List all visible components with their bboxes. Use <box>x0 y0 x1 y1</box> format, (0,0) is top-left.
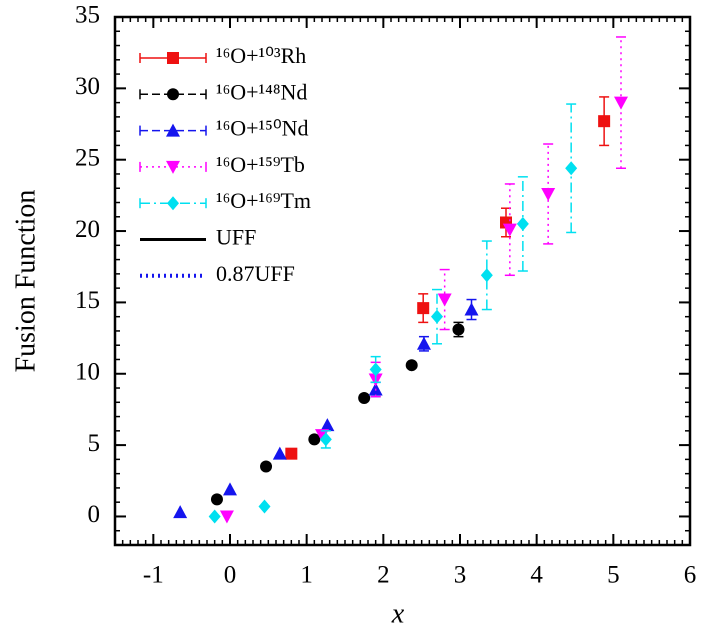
error-bar <box>616 36 626 170</box>
x-tick-label: 1 <box>300 562 313 589</box>
marker <box>431 309 443 324</box>
plot-frame <box>113 15 692 547</box>
legend-entry: ¹⁶O+¹⁰³Rh <box>139 43 306 68</box>
marker <box>541 187 556 201</box>
marker <box>173 505 188 519</box>
marker <box>223 482 237 496</box>
error-bar <box>504 183 515 277</box>
marker <box>358 392 371 405</box>
marker <box>167 196 179 211</box>
legend-label: 0.87UFF <box>216 261 295 286</box>
legend-label: ¹⁶O+¹⁴⁸Nd <box>216 79 307 104</box>
x-tick-label: 5 <box>607 562 620 589</box>
marker <box>258 499 271 514</box>
x-tick-label: 2 <box>377 562 390 589</box>
x-axis-label: x <box>391 598 405 629</box>
legend-entry: 0.87UFF <box>140 261 295 286</box>
marker <box>319 432 332 447</box>
legend-entry: UFF <box>140 225 256 250</box>
y-tick-label: 15 <box>75 287 100 314</box>
y-axis-label: Fusion Function <box>10 190 41 373</box>
error-bar <box>439 268 450 331</box>
marker <box>437 293 452 307</box>
marker <box>405 359 418 372</box>
legend-label: ¹⁶O+¹⁶⁹Tm <box>216 188 311 213</box>
marker <box>480 268 493 283</box>
legend-label: ¹⁶O+¹⁵⁹Tb <box>216 152 305 177</box>
marker <box>167 52 179 64</box>
marker <box>452 323 465 336</box>
marker <box>272 446 287 460</box>
marker <box>416 336 431 350</box>
legend-label: UFF <box>216 225 256 250</box>
marker <box>516 216 529 231</box>
x-tick-label: 0 <box>224 562 237 589</box>
marker <box>285 447 298 460</box>
marker <box>598 115 611 128</box>
y-tick-label: 30 <box>75 73 100 100</box>
x-tick-label: -1 <box>143 562 164 589</box>
legend-entry: ¹⁶O+¹⁵⁰Nd <box>139 116 309 141</box>
plot-area <box>173 36 628 524</box>
legend-label: ¹⁶O+¹⁰³Rh <box>216 43 306 68</box>
error-bar <box>370 355 381 384</box>
marker <box>565 161 578 176</box>
y-tick-label: 0 <box>88 501 101 528</box>
marker <box>502 223 517 237</box>
marker <box>219 510 234 524</box>
marker <box>614 96 628 110</box>
y-tick-label: 10 <box>75 358 100 385</box>
y-tick-label: 5 <box>88 430 101 457</box>
marker <box>464 302 479 316</box>
marker <box>417 302 430 315</box>
marker <box>320 418 335 432</box>
marker <box>308 433 321 446</box>
legend-entry: ¹⁶O+¹⁴⁸Nd <box>139 79 307 104</box>
marker <box>208 509 221 524</box>
x-tick-label: 3 <box>454 562 467 589</box>
marker <box>369 362 382 377</box>
x-tick-label: 6 <box>684 562 697 589</box>
marker <box>260 460 273 473</box>
legend-entry: ¹⁶O+¹⁵⁹Tb <box>139 152 305 177</box>
y-tick-label: 20 <box>75 216 100 243</box>
error-bar <box>370 361 381 398</box>
marker <box>166 123 180 137</box>
marker <box>166 160 180 174</box>
legend-label: ¹⁶O+¹⁵⁰Nd <box>216 116 309 141</box>
legend-entry: ¹⁶O+¹⁶⁹Tm <box>139 188 311 213</box>
marker <box>167 88 179 101</box>
marker <box>210 493 223 506</box>
y-tick-label: 25 <box>75 144 100 171</box>
x-tick-label: 4 <box>530 562 543 589</box>
y-tick-label: 35 <box>75 2 100 29</box>
